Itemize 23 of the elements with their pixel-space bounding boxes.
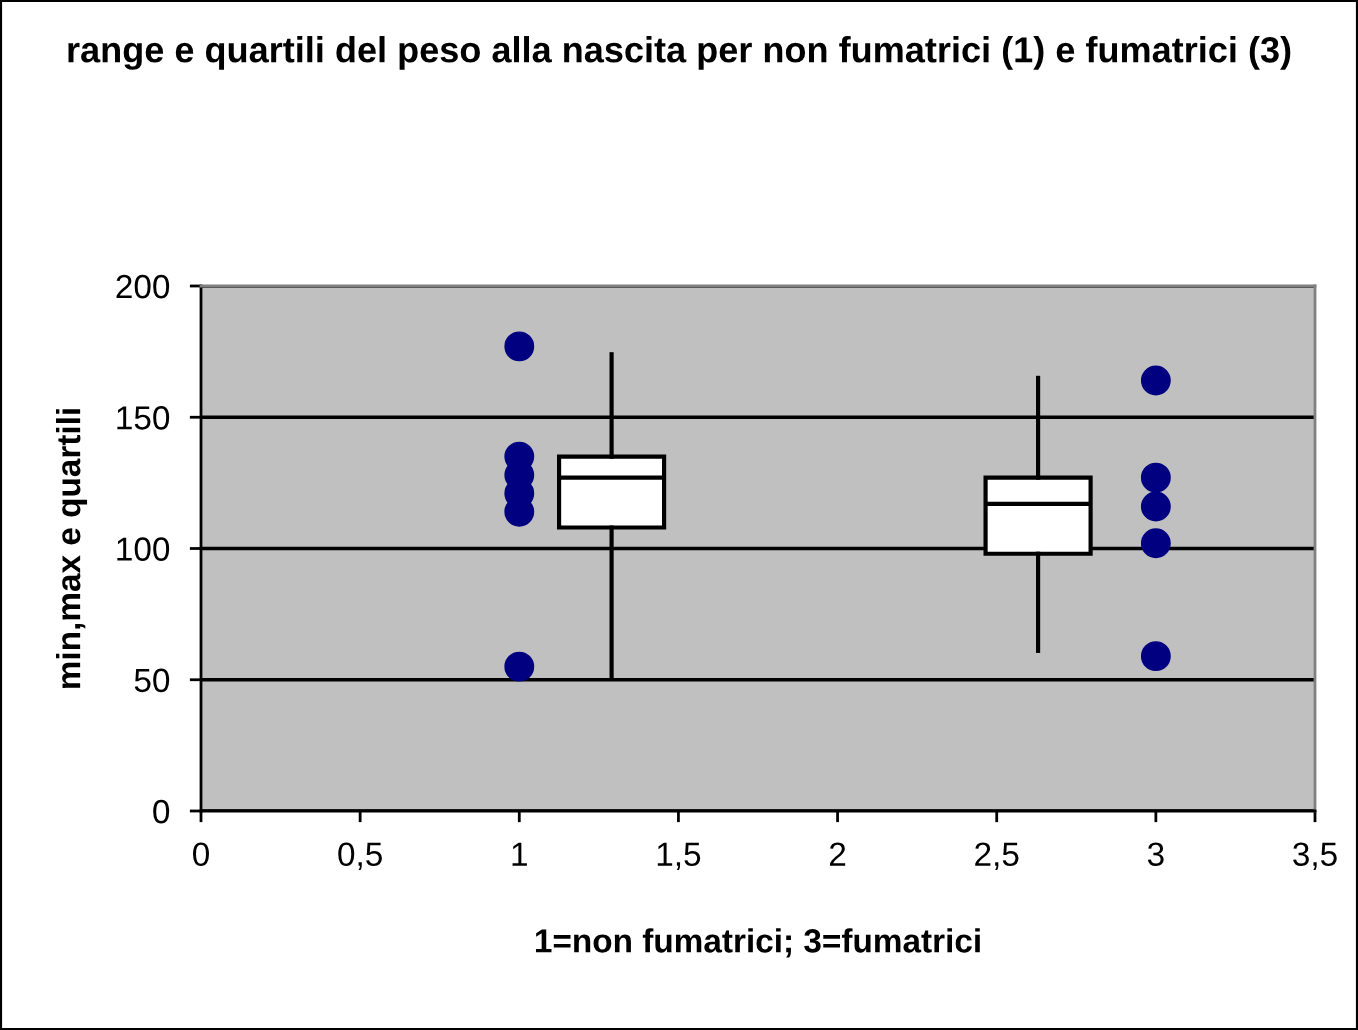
y-axis-title: min,max e quartili: [55, 409, 88, 688]
point: [504, 331, 535, 362]
y-tick-label: 100: [117, 537, 170, 561]
x-tick-label: 3,5: [1293, 842, 1337, 870]
point: [1140, 462, 1171, 493]
x-tick-label: 1,5: [657, 842, 701, 870]
x-tick-label: 1: [512, 842, 527, 866]
x-tick-label: 0: [193, 842, 209, 867]
point: [504, 651, 535, 682]
x-tick-label: 3: [1147, 842, 1164, 867]
y-tick-label: 150: [117, 406, 170, 430]
point: [1140, 491, 1171, 522]
x-tick-label: 2,5: [975, 842, 1019, 870]
x-tick-label: 2: [829, 842, 846, 866]
x-axis-title: 1=non fumatrici; 3=fumatrici: [535, 928, 980, 958]
point: [1140, 641, 1171, 672]
y-tick-label: 0: [153, 799, 170, 824]
x-tick-label: 0,5: [338, 842, 382, 870]
chart-title: range e quartili del peso alla nascita per non fumatrici (1) e fumatrici (3): [68, 36, 1291, 70]
y-tick-label: 200: [116, 274, 170, 299]
point: [1140, 528, 1171, 559]
y-tick-label: 50: [134, 668, 170, 693]
point: [1140, 365, 1171, 396]
